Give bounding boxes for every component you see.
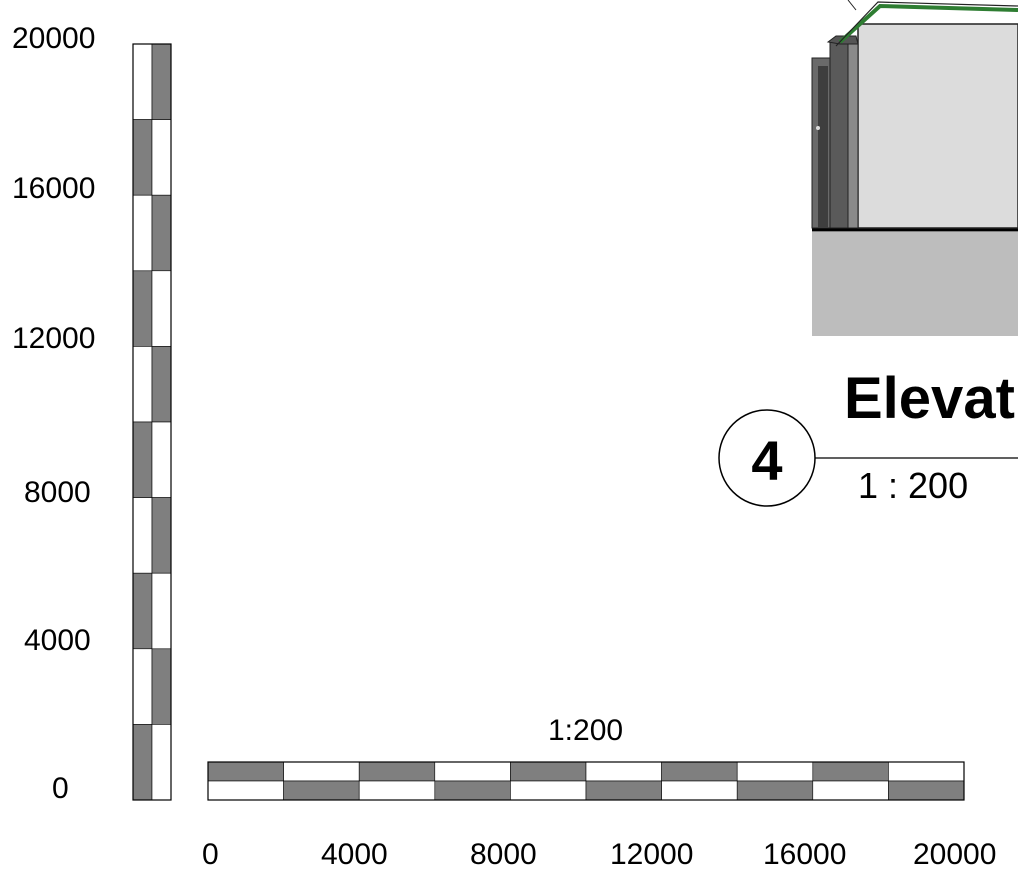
vertical-scale-segment bbox=[132, 724, 153, 801]
horizontal-scale-segment bbox=[358, 761, 436, 782]
vertical-scale-segment bbox=[132, 572, 153, 650]
side-wall-shade bbox=[847, 41, 859, 229]
vertical-tick-label: 12000 bbox=[12, 322, 95, 355]
view-tag: 4 Elevat 1 : 200 bbox=[718, 366, 1018, 507]
vertical-scale-segment bbox=[132, 194, 153, 272]
vertical-scale-segment bbox=[132, 648, 153, 725]
vertical-scale-segment bbox=[132, 497, 153, 574]
roof-parapet-edge bbox=[838, 3, 1018, 44]
vertical-scale-segment bbox=[132, 421, 153, 498]
vertical-tick-label: 20000 bbox=[12, 22, 95, 55]
vertical-scale-segment bbox=[151, 572, 172, 650]
horizontal-scale-ticks: 0 4000 8000 12000 16000 20000 bbox=[202, 838, 996, 871]
vertical-scale-ticks: 20000 16000 12000 8000 4000 0 bbox=[12, 22, 95, 805]
vertical-scale-segment bbox=[151, 648, 172, 725]
horizontal-scale-outline bbox=[207, 761, 965, 801]
horizontal-scale-segment bbox=[434, 761, 511, 782]
vertical-scale-segment bbox=[151, 497, 172, 574]
vertical-scale-segment bbox=[151, 119, 172, 196]
door-handle bbox=[816, 126, 820, 130]
horizontal-scale-segment bbox=[207, 761, 284, 782]
ground-band bbox=[812, 232, 1018, 336]
horizontal-scale-segment bbox=[661, 761, 738, 782]
horizontal-scale-segment bbox=[812, 761, 889, 782]
horizontal-scale-label: 1:200 bbox=[548, 714, 623, 747]
horizontal-tick-label: 8000 bbox=[470, 838, 537, 871]
vertical-scale-segment bbox=[151, 194, 172, 272]
vertical-scale-segment bbox=[132, 43, 153, 120]
vertical-scale-outline bbox=[132, 43, 172, 801]
horizontal-scale-segment bbox=[358, 780, 436, 801]
vertical-tick-label: 16000 bbox=[12, 172, 95, 205]
horizontal-tick-label: 16000 bbox=[763, 838, 846, 871]
horizontal-scale-segment bbox=[661, 780, 738, 801]
view-title: Elevat bbox=[844, 366, 1015, 431]
building-elevation-drawing bbox=[811, 0, 1018, 336]
horizontal-scale-segment bbox=[736, 761, 814, 782]
vertical-scale-segment bbox=[132, 346, 153, 423]
view-number: 4 bbox=[751, 429, 782, 492]
vertical-tick-label: 4000 bbox=[24, 624, 91, 657]
horizontal-tick-label: 0 bbox=[202, 838, 219, 871]
horizontal-scale-segment bbox=[585, 780, 662, 801]
horizontal-scale-segment bbox=[510, 761, 587, 782]
vertical-scale-segment bbox=[151, 270, 172, 347]
horizontal-scale-segment bbox=[812, 780, 889, 801]
horizontal-tick-label: 20000 bbox=[913, 838, 996, 871]
horizontal-tick-label: 12000 bbox=[610, 838, 693, 871]
horizontal-scale-segment bbox=[434, 780, 511, 801]
vertical-scale-segment bbox=[151, 421, 172, 498]
vertical-scale-segment bbox=[132, 119, 153, 196]
vertical-scale-segment bbox=[132, 270, 153, 347]
vertical-scale-segment bbox=[151, 43, 172, 120]
main-wall bbox=[857, 23, 1018, 229]
roof-leader-line bbox=[847, 0, 857, 11]
horizontal-scale-bar bbox=[207, 761, 965, 801]
horizontal-scale-segment bbox=[888, 780, 965, 801]
roof-parapet-outline bbox=[835, 1, 1018, 47]
lower-wing-recess bbox=[818, 66, 828, 228]
horizontal-scale-segment bbox=[510, 780, 587, 801]
horizontal-tick-label: 4000 bbox=[321, 838, 388, 871]
vertical-tick-label: 8000 bbox=[24, 476, 91, 509]
vertical-tick-label: 0 bbox=[52, 772, 69, 805]
vertical-scale-segment bbox=[151, 346, 172, 423]
horizontal-scale-segment bbox=[283, 761, 360, 782]
horizontal-scale-segment bbox=[736, 780, 814, 801]
horizontal-scale-segment bbox=[283, 780, 360, 801]
vertical-scale-segment bbox=[151, 724, 172, 801]
horizontal-scale-segment bbox=[888, 761, 965, 782]
horizontal-scale-segment bbox=[207, 780, 284, 801]
horizontal-scale-segment bbox=[585, 761, 662, 782]
vertical-scale-bar bbox=[132, 43, 172, 801]
view-scale: 1 : 200 bbox=[858, 465, 968, 506]
